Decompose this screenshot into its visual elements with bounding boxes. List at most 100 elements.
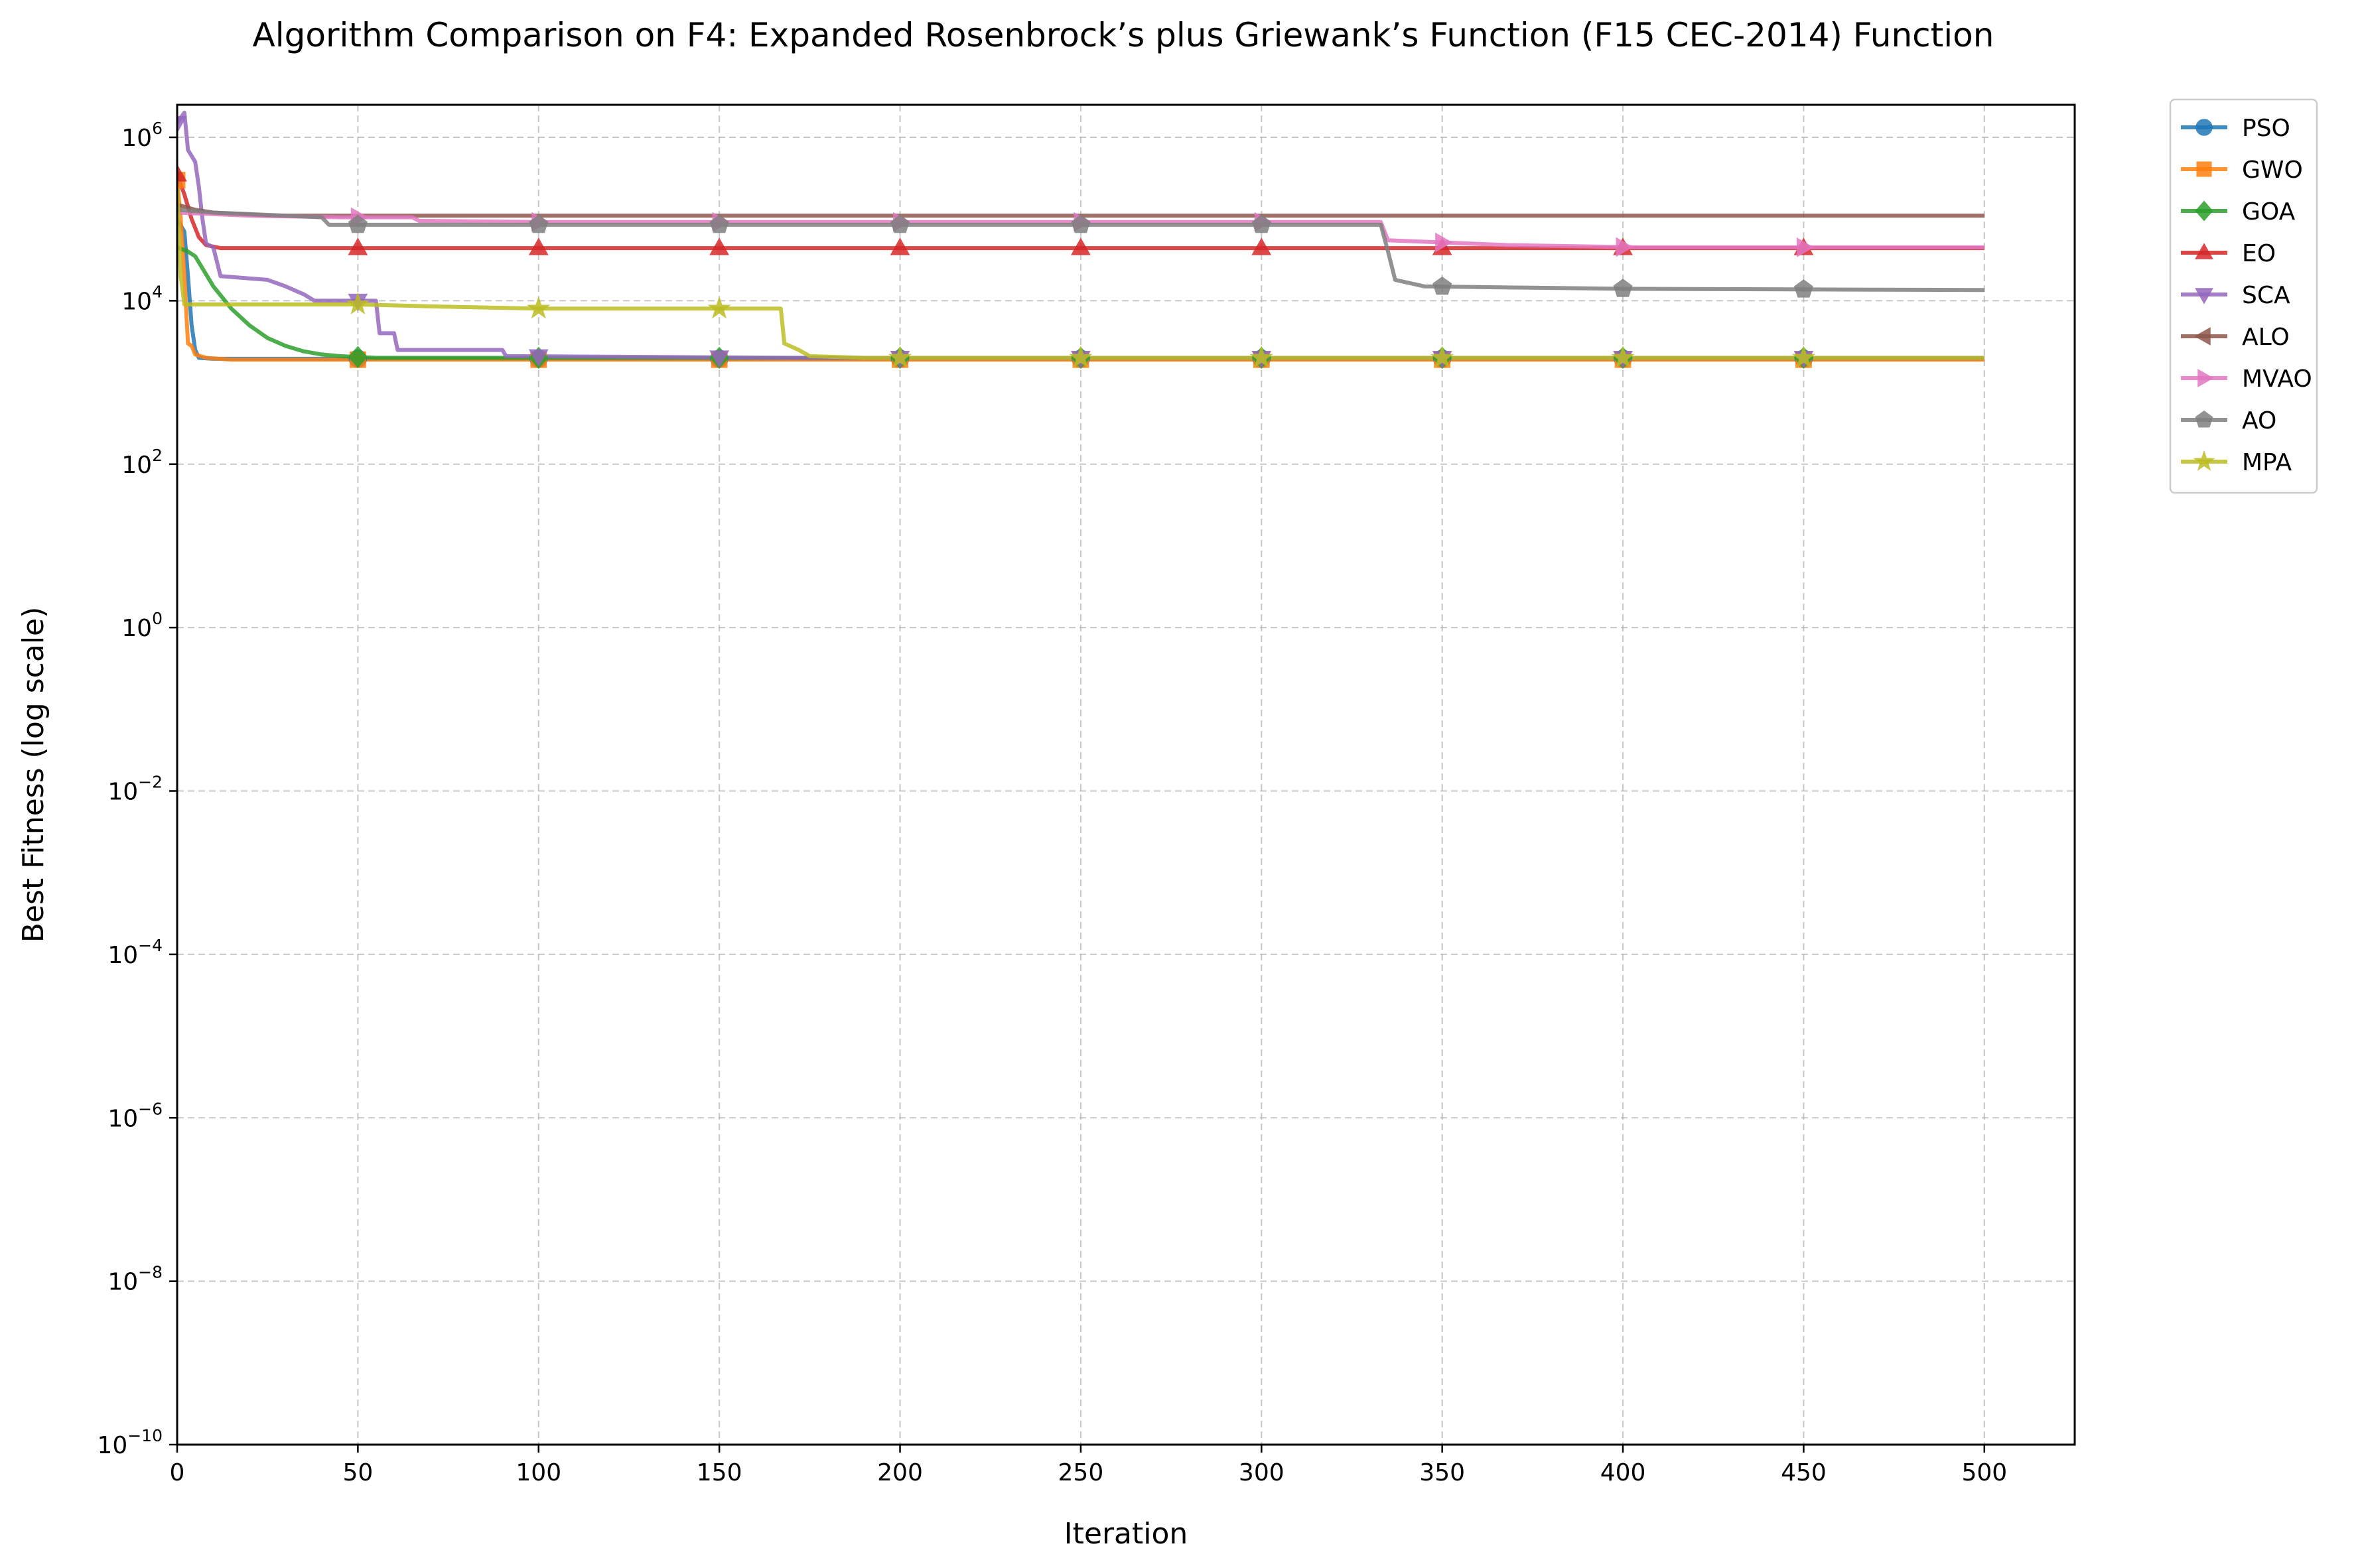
x-tick-label: 450 — [1781, 1459, 1827, 1486]
y-tick-exponent: 6 — [152, 119, 163, 138]
series-point-goa — [348, 346, 368, 368]
y-tick-label: 106 — [121, 119, 163, 152]
series-point-mpa — [1791, 345, 1816, 368]
series-line-mpa — [177, 186, 1984, 360]
legend-marker-mpa — [2193, 450, 2215, 471]
y-tick-base: 10 — [121, 288, 152, 315]
series-point-mpa — [1611, 345, 1635, 368]
series-point-ao — [1432, 276, 1452, 295]
legend-label-eo: EO — [2242, 240, 2276, 267]
legend-label-mpa: MPA — [2242, 449, 2292, 476]
y-tick-base: 10 — [107, 1105, 138, 1132]
x-tick-label: 400 — [1600, 1459, 1646, 1486]
legend-label-sca: SCA — [2242, 282, 2290, 309]
series-point-ao — [1071, 214, 1091, 233]
legend-label-goa: GOA — [2242, 198, 2296, 226]
x-tick-label: 250 — [1058, 1459, 1104, 1486]
series-point-mvao — [1796, 237, 1815, 257]
series-point-eo — [1251, 237, 1272, 255]
legend-marker-eo — [2195, 243, 2213, 259]
y-tick-exponent: −2 — [138, 773, 163, 792]
series-point-mpa — [1249, 345, 1273, 368]
y-tick-exponent: 2 — [152, 446, 163, 465]
y-tick-exponent: 0 — [152, 609, 163, 628]
series-point-mpa — [346, 292, 370, 315]
series-line-eo — [177, 174, 1984, 251]
legend-marker-ao — [2195, 410, 2213, 428]
legend-marker-alo — [2194, 327, 2211, 346]
y-tick-base: 10 — [107, 942, 138, 969]
series-point-ao — [1613, 279, 1633, 297]
legend-marker-goa — [2195, 200, 2213, 222]
legend-label-ao: AO — [2242, 407, 2276, 434]
series-point-ao — [890, 214, 910, 233]
y-tick-exponent: −4 — [138, 936, 163, 955]
y-tick-base: 10 — [107, 779, 138, 806]
plot-frame — [176, 103, 2076, 1446]
series-point-ao — [1793, 279, 1813, 298]
series-point-sca — [709, 350, 730, 368]
legend-label-mvao: MVAO — [2242, 365, 2312, 393]
x-axis-ticks: 0 50 100 150 200 250 300 350 400 450 500 — [170, 1445, 2007, 1486]
y-tick-base: 10 — [97, 1432, 127, 1459]
legend: PSO GWO GOA EO SCA ALO MVAO AO MPA — [2169, 98, 2318, 494]
x-axis-label: Iteration — [1064, 1517, 1188, 1551]
y-tick-exponent: −10 — [127, 1426, 163, 1445]
y-tick-exponent: −6 — [138, 1099, 163, 1118]
series-point-eo — [1071, 237, 1091, 255]
series-point-sca — [528, 349, 549, 367]
y-tick-label: 104 — [121, 282, 163, 315]
x-tick-label: 200 — [877, 1459, 923, 1486]
series-line-sca — [177, 110, 1984, 360]
y-tick-label: 102 — [121, 446, 163, 479]
series-markers — [177, 115, 1816, 369]
series-point-ao — [348, 214, 368, 233]
y-tick-base: 10 — [107, 1269, 138, 1296]
series-point-mvao — [1435, 232, 1453, 253]
x-tick-label: 0 — [170, 1459, 185, 1486]
series-line-ao — [177, 208, 1984, 293]
x-tick-label: 500 — [1961, 1459, 2007, 1486]
legend-marker-pso — [2195, 119, 2213, 136]
legend-frame — [2169, 98, 2318, 494]
y-tick-label: 10−2 — [107, 773, 163, 806]
legend-label-gwo: GWO — [2242, 157, 2303, 184]
x-tick-label: 50 — [342, 1459, 373, 1486]
y-tick-base: 10 — [121, 125, 152, 152]
series-point-sca — [177, 115, 187, 134]
series-point-mpa — [527, 296, 551, 319]
x-tick-label: 300 — [1239, 1459, 1285, 1486]
series-point-eo — [528, 237, 549, 255]
series-lines — [177, 110, 1984, 362]
series-point-mpa — [1430, 345, 1454, 368]
series-point-eo — [177, 164, 187, 182]
series-point-eo — [348, 237, 368, 255]
series-point-mpa — [707, 296, 731, 319]
y-tick-label: 100 — [121, 609, 163, 642]
x-tick-label: 100 — [516, 1459, 561, 1486]
y-tick-exponent: −8 — [138, 1263, 163, 1282]
y-axis-label: Best Fitness (log scale) — [17, 607, 50, 943]
series-point-ao — [709, 214, 729, 233]
series-point-ao — [1251, 214, 1271, 233]
series-point-mvao — [1616, 237, 1634, 257]
y-tick-label: 10−6 — [107, 1099, 163, 1132]
y-tick-label: 10−4 — [107, 936, 163, 969]
legend-label-alo: ALO — [2242, 324, 2290, 351]
legend-marker-gwo — [2196, 161, 2212, 177]
series-point-mpa — [1069, 345, 1093, 368]
y-tick-label: 10−8 — [107, 1263, 163, 1296]
series-point-mpa — [888, 345, 912, 368]
series-point-eo — [890, 237, 910, 255]
y-tick-base: 10 — [121, 615, 152, 642]
legend-marker-mvao — [2197, 369, 2214, 387]
x-tick-label: 350 — [1419, 1459, 1465, 1486]
y-tick-label: 10−10 — [97, 1426, 163, 1459]
y-tick-base: 10 — [121, 452, 152, 479]
y-tick-exponent: 4 — [152, 282, 163, 301]
chart-title: Algorithm Comparison on F4: Expanded Ros… — [253, 16, 1994, 54]
series-point-eo — [709, 237, 730, 255]
legend-marker-sca — [2195, 288, 2213, 304]
